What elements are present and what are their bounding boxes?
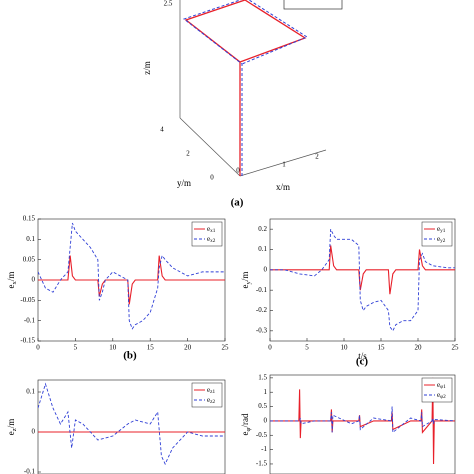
y-tick-label: 0 xyxy=(32,428,36,436)
y-axis-label: y/m xyxy=(177,178,191,188)
x-tick-label: 10 xyxy=(341,344,349,352)
z-axis-label: z/m xyxy=(142,61,152,75)
series-line xyxy=(38,222,225,330)
legend-box xyxy=(421,377,453,403)
y-axis-label: ex/m xyxy=(6,272,17,289)
y-tick-label: -0.5 xyxy=(256,431,268,439)
z-tick-label: 2.5 xyxy=(164,0,173,8)
x-tick-label: 0 xyxy=(236,167,240,175)
y-tick-label: 1 xyxy=(264,388,268,396)
x-axis xyxy=(239,149,327,177)
x-tick-label: 20 xyxy=(415,344,423,352)
y-tick-label: 0.1 xyxy=(258,245,267,253)
plot-frame xyxy=(37,379,226,474)
y-tick-label: 0.05 xyxy=(23,255,36,263)
y-axis-label: ez/m xyxy=(6,419,17,436)
x-tick-label: 25 xyxy=(222,344,230,352)
y-axis-label: eφ/rad xyxy=(240,413,251,435)
x-tick-label: 2 xyxy=(315,153,319,161)
y-tick-label: 0 xyxy=(210,174,214,182)
series-line xyxy=(270,406,455,434)
x-tick-label: 5 xyxy=(74,344,78,352)
y-tick-label: 1.5 xyxy=(258,373,267,381)
series-line xyxy=(38,255,225,305)
y-tick-label: 0 xyxy=(264,417,268,425)
trajectory-reference xyxy=(182,0,309,176)
x-tick-label: 15 xyxy=(147,344,155,352)
legend-box xyxy=(421,221,453,247)
y-tick-label: 0.1 xyxy=(26,235,35,243)
y-tick-label: -1.5 xyxy=(256,460,268,468)
y-tick-label: 0.15 xyxy=(23,215,36,223)
y-tick-label: -0.05 xyxy=(20,296,35,304)
y-tick-label: -0.2 xyxy=(256,306,268,314)
x-tick-label: 5 xyxy=(305,344,309,352)
x-tick-label: 20 xyxy=(184,344,192,352)
y-tick-label: 0 xyxy=(32,276,36,284)
legend-label: ez1 xyxy=(207,386,215,396)
caption: (b) xyxy=(123,350,137,362)
panel-3d-drawing xyxy=(179,0,343,177)
y-tick-label: -0.1 xyxy=(24,316,36,324)
legend-label: ex2 xyxy=(207,235,216,245)
y-axis xyxy=(179,117,241,177)
legend-label: ez2 xyxy=(207,396,215,406)
series-line xyxy=(38,382,225,466)
x-axis-label: t/s xyxy=(358,351,367,361)
y-tick-label: -1 xyxy=(261,445,267,453)
legend-label: eφ1 xyxy=(437,381,446,391)
plot-frame xyxy=(269,218,456,342)
y-tick-label: 0.2 xyxy=(258,225,267,233)
y-tick-label: 2 xyxy=(186,150,190,158)
series-line xyxy=(270,228,455,332)
legend-box xyxy=(191,382,223,408)
x-tick-label: 25 xyxy=(452,344,460,352)
legend-label: ex1 xyxy=(207,225,216,235)
y-tick-label: -0.3 xyxy=(256,326,268,334)
x-tick-label: 1 xyxy=(282,161,286,169)
legend-label: ey2 xyxy=(437,235,446,245)
x-tick-label: 0 xyxy=(268,344,272,352)
y-axis-label: ey/m xyxy=(240,272,251,289)
legend-label: ey1 xyxy=(437,225,446,235)
y-tick-label: -0.1 xyxy=(24,468,36,474)
y-tick-label: -0.1 xyxy=(256,286,268,294)
legend-box xyxy=(191,221,223,247)
y-tick-label: -0.15 xyxy=(20,337,35,345)
x-axis-label: x/m xyxy=(276,182,290,192)
y-tick-label: 0.5 xyxy=(258,402,267,410)
legend-label: eφ2 xyxy=(437,391,446,401)
y-tick-label: 4 xyxy=(160,126,164,134)
x-tick-label: 0 xyxy=(36,344,40,352)
caption: (c) xyxy=(356,356,369,368)
y-tick-label: 0.1 xyxy=(26,388,35,396)
plot-frame xyxy=(269,374,456,474)
x-tick-label: 10 xyxy=(109,344,117,352)
y-tick-label: 0 xyxy=(264,265,268,273)
series-line xyxy=(270,377,455,464)
legend-box xyxy=(283,0,343,10)
caption: (a) xyxy=(231,197,244,209)
series-line xyxy=(270,245,455,295)
x-tick-label: 15 xyxy=(378,344,386,352)
